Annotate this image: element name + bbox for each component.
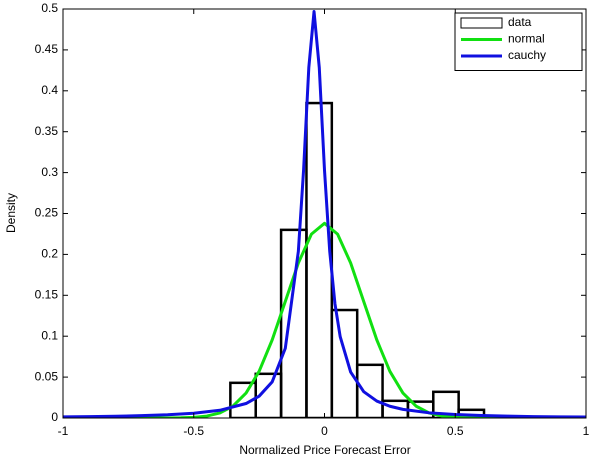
x-tick-label: 1 [583, 424, 590, 438]
x-tick-label: 0.5 [447, 424, 464, 438]
x-tick-label: 0 [321, 424, 328, 438]
y-tick-label: 0.15 [35, 287, 59, 301]
y-tick-label: 0.2 [41, 247, 58, 261]
x-tick-label: -0.5 [183, 424, 204, 438]
y-tick-label: 0.3 [41, 165, 58, 179]
y-tick-label: 0.25 [35, 206, 59, 220]
legend-label: data [508, 15, 532, 29]
plot-area [63, 9, 586, 418]
y-tick-label: 0.45 [35, 42, 59, 56]
histogram-bar [432, 390, 460, 418]
y-tick-label: 0.05 [35, 369, 59, 383]
y-tick-label: 0.5 [41, 1, 58, 15]
legend-box [454, 12, 583, 71]
legend-label: normal [508, 32, 545, 46]
x-tick-label: -1 [58, 424, 69, 438]
legend-swatch [460, 17, 503, 29]
curve [63, 9, 586, 418]
y-tick-label: 0.35 [35, 124, 59, 138]
legend-label: cauchy [508, 48, 546, 62]
y-tick-label: 0 [51, 410, 58, 424]
plot-layer [63, 9, 586, 418]
legend: data normal cauchy [454, 12, 583, 71]
curve [63, 221, 586, 418]
y-tick-label: 0.4 [41, 83, 58, 97]
x-axis-label: Normalized Price Forecast Error [239, 443, 410, 457]
y-tick-label: 0.1 [41, 328, 58, 342]
y-axis-label: Density [4, 193, 18, 233]
